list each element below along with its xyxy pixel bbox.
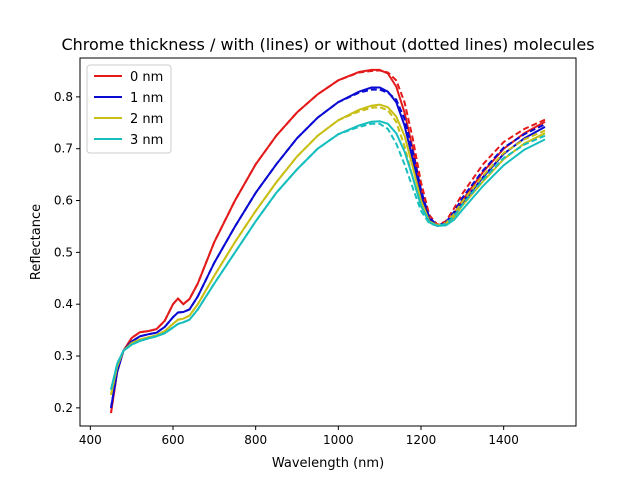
y-tick-label: 0.3 bbox=[54, 349, 73, 363]
x-axis-label: Wavelength (nm) bbox=[272, 456, 384, 471]
legend-label: 3 nm bbox=[130, 133, 163, 148]
x-tick-label: 1000 bbox=[323, 433, 354, 447]
y-tick-label: 0.5 bbox=[54, 245, 73, 259]
legend: 0 nm 1 nm 2 nm 3 nm bbox=[86, 64, 172, 154]
legend-label: 1 nm bbox=[130, 91, 163, 106]
legend-label: 2 nm bbox=[130, 112, 163, 127]
x-ticks: 400 600 800 1000 1200 1400 bbox=[79, 426, 519, 447]
series-layer bbox=[110, 68, 546, 414]
plot-area bbox=[79, 57, 577, 427]
y-tick-label: 0.7 bbox=[54, 142, 73, 156]
y-axis-label: Reflectance bbox=[29, 204, 44, 280]
x-tick-label: 600 bbox=[162, 433, 185, 447]
y-tick-label: 0.6 bbox=[54, 194, 73, 208]
x-tick-label: 800 bbox=[244, 433, 267, 447]
legend-box bbox=[86, 64, 172, 154]
legend-label: 0 nm bbox=[130, 70, 163, 85]
x-tick-label: 1400 bbox=[488, 433, 519, 447]
x-tick-label: 400 bbox=[79, 433, 102, 447]
y-tick-label: 0.4 bbox=[54, 297, 73, 311]
y-tick-label: 0.2 bbox=[54, 401, 73, 415]
legend-entries: 0 nm 1 nm 2 nm 3 nm bbox=[94, 70, 163, 148]
y-tick-label: 0.8 bbox=[54, 90, 73, 104]
axes-frame bbox=[79, 57, 577, 427]
x-tick-label: 1200 bbox=[406, 433, 437, 447]
chart-title: Chrome thickness / with (lines) or witho… bbox=[61, 35, 594, 54]
y-ticks: 0.2 0.3 0.4 0.5 0.6 0.7 0.8 bbox=[54, 90, 80, 415]
series-line-3-nm-with-molecules bbox=[110, 120, 546, 390]
